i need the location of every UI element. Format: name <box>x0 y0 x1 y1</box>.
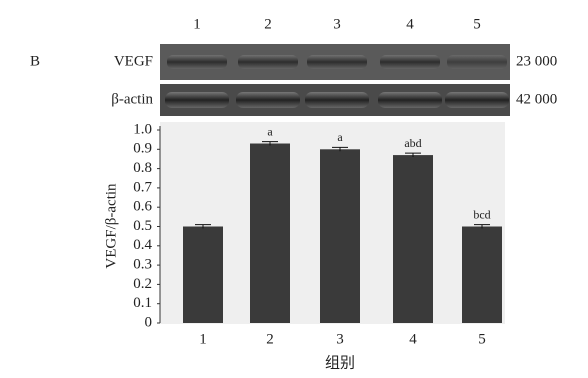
band <box>307 55 367 69</box>
y-tick-label: 0.9 <box>133 141 152 157</box>
lane-label: 1 <box>193 16 201 32</box>
y-tick-label: 0.8 <box>133 160 152 176</box>
band <box>445 92 509 108</box>
y-tick-label: 0.5 <box>133 218 152 234</box>
band <box>238 55 298 69</box>
bar <box>250 144 290 323</box>
mw-label: 42 000 <box>516 91 557 107</box>
band <box>236 92 300 108</box>
bar <box>462 227 502 324</box>
panel-label: B <box>30 53 40 69</box>
y-axis-label: VEGF/β-actin <box>103 183 119 269</box>
lane-label: 3 <box>333 16 341 32</box>
band <box>167 55 227 69</box>
mw-label: 23 000 <box>516 53 557 69</box>
band <box>447 55 507 69</box>
bar <box>183 227 223 324</box>
lane-label: 5 <box>473 16 481 32</box>
row-label: VEGF <box>114 53 153 69</box>
x-tick-label: 2 <box>266 331 274 347</box>
y-tick-label: 0.2 <box>133 276 152 292</box>
x-axis-label: 组别 <box>325 354 355 371</box>
band <box>165 92 229 108</box>
y-tick-label: 0.7 <box>133 179 152 195</box>
y-tick-label: 0.1 <box>133 295 152 311</box>
band <box>378 92 442 108</box>
y-tick-label: 0 <box>145 314 153 330</box>
annotation: a <box>267 124 273 138</box>
band <box>380 55 440 69</box>
figure: B 1 2 3 4 5 VEGF 23 000 β-actin 42 000 0 0.1 0.2 0.3… <box>0 0 588 378</box>
band <box>305 92 369 108</box>
bar <box>320 149 360 323</box>
annotation: bcd <box>473 207 490 221</box>
y-tick-label: 0.6 <box>133 199 152 215</box>
y-tick-label: 0.3 <box>133 257 152 273</box>
annotation: a <box>337 130 343 144</box>
row-label: β-actin <box>111 91 153 107</box>
annotation: abd <box>404 136 421 150</box>
y-tick-label: 0.4 <box>133 237 152 253</box>
x-tick-label: 5 <box>478 331 486 347</box>
x-tick-label: 4 <box>409 331 417 347</box>
bar <box>393 155 433 323</box>
x-tick-label: 1 <box>199 331 207 347</box>
lane-label: 2 <box>264 16 272 32</box>
x-tick-label: 3 <box>336 331 344 347</box>
y-tick-label: 1.0 <box>133 121 152 137</box>
lane-label: 4 <box>406 16 414 32</box>
